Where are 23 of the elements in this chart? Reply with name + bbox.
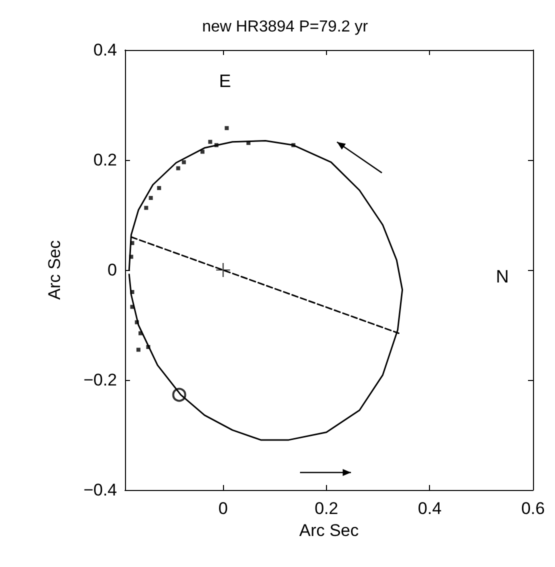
point xyxy=(182,160,186,164)
x-axis-title: Arc Sec xyxy=(299,520,360,540)
x-tick-label: 0.4 xyxy=(418,499,442,518)
point xyxy=(136,348,140,352)
chart-title: new HR3894 P=79.2 yr xyxy=(202,18,369,36)
point xyxy=(200,150,204,154)
point xyxy=(148,196,153,200)
annotation: E xyxy=(218,70,231,91)
point xyxy=(208,140,212,144)
point xyxy=(157,186,162,190)
x-tick-label: 0.2 xyxy=(314,499,338,518)
y-tick-label: 0.4 xyxy=(93,40,117,60)
x-tick-label: 0.6 xyxy=(521,499,545,518)
point xyxy=(144,206,148,210)
y-tick-label: 0.2 xyxy=(93,150,117,170)
point xyxy=(224,126,229,130)
y-axis-title: Arc Sec xyxy=(45,240,64,300)
y-tick-label: −0.4 xyxy=(83,480,117,500)
annotation: N xyxy=(496,266,509,287)
point xyxy=(176,166,180,170)
y-tick-label: 0 xyxy=(108,260,117,280)
y-tick-label: −0.2 xyxy=(83,370,117,390)
x-tick-label: 0 xyxy=(218,499,228,518)
